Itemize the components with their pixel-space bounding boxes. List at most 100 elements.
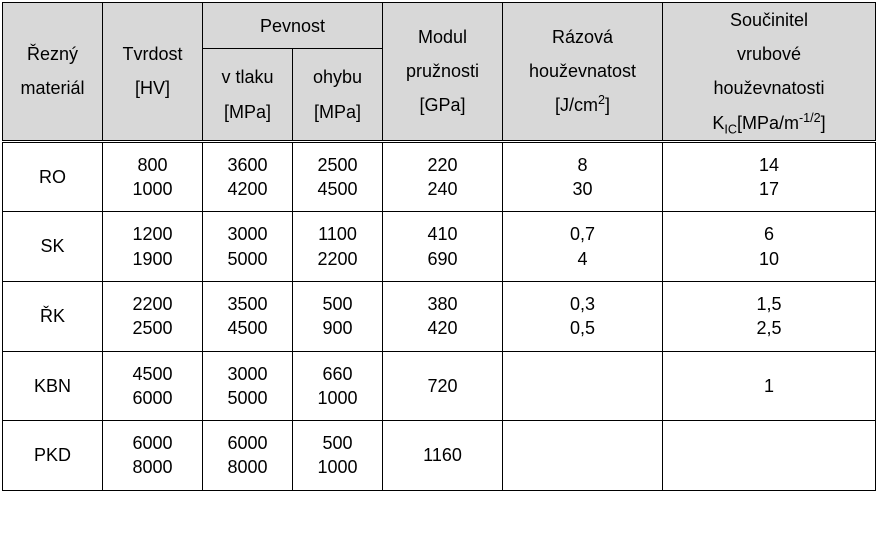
cell-modul-val2: 240	[427, 179, 457, 199]
cell-pevnost-tlak: 3000 5000	[203, 212, 293, 282]
header-souc-unit-sup: -1/2	[799, 111, 821, 125]
cell-souc: 1	[663, 351, 876, 421]
cell-pevnost-tlak-val1: 3000	[227, 364, 267, 384]
header-hardness: Tvrdost [HV]	[103, 3, 203, 142]
cell-material: RO	[3, 141, 103, 212]
cell-pevnost-ohyb: 500 1000	[293, 421, 383, 491]
cell-hardness-val1: 800	[137, 155, 167, 175]
cell-raz-val2: 0,5	[570, 318, 595, 338]
header-hardness-text: Tvrdost [HV]	[122, 44, 182, 98]
cell-pevnost-tlak-val1: 3600	[227, 155, 267, 175]
header-pevnost-ohyb-text: ohybu [MPa]	[313, 67, 362, 121]
cell-hardness: 6000 8000	[103, 421, 203, 491]
cell-pevnost-tlak-val2: 8000	[227, 457, 267, 477]
cell-hardness: 1200 1900	[103, 212, 203, 282]
header-souc-ic: IC	[724, 122, 737, 136]
cell-hardness-val1: 4500	[132, 364, 172, 384]
cell-hardness: 45006000	[103, 351, 203, 421]
cell-souc-val2: 2,5	[757, 318, 782, 338]
cell-pevnost-ohyb-val1: 500	[322, 433, 352, 453]
cell-pevnost-ohyb-val1: 1100	[318, 224, 357, 244]
cell-souc-val2: 17	[759, 179, 779, 199]
table-row: RO800100036004200250045002202408301417	[3, 141, 876, 212]
header-souc-line1: Součinitel	[730, 10, 808, 30]
cell-raz	[503, 351, 663, 421]
cell-souc: 610	[663, 212, 876, 282]
cell-pevnost-ohyb-val2: 1000	[317, 457, 357, 477]
cell-souc-val2: 10	[759, 249, 779, 269]
cell-raz: 0,30,5	[503, 281, 663, 351]
cell-pevnost-ohyb: 11002200	[293, 212, 383, 282]
cell-pevnost-tlak: 6000 8000	[203, 421, 293, 491]
cell-pevnost-ohyb-val2: 1000	[317, 388, 357, 408]
cell-souc: 1417	[663, 141, 876, 212]
cell-pevnost-tlak-val2: 5000	[227, 249, 267, 269]
cell-raz: 830	[503, 141, 663, 212]
cell-hardness-val1: 2200	[132, 294, 172, 314]
cell-material: PKD	[3, 421, 103, 491]
cell-hardness-val2: 8000	[132, 457, 172, 477]
cell-pevnost-ohyb-val1: 660	[322, 364, 352, 384]
cell-raz-val1: 8	[578, 155, 588, 175]
header-raz-unit-sup: 2	[598, 93, 605, 107]
cell-hardness: 2200 2500	[103, 281, 203, 351]
header-souc-k: K	[712, 113, 724, 133]
cell-raz-val1: 0,7	[570, 224, 595, 244]
cell-hardness-val2: 1000	[132, 179, 172, 199]
cell-souc	[663, 421, 876, 491]
cell-pevnost-tlak-val1: 6000	[227, 433, 267, 453]
header-pevnost-text: Pevnost	[260, 16, 325, 36]
cell-modul-val2: 420	[427, 318, 457, 338]
cell-raz: 0,74	[503, 212, 663, 282]
cell-pevnost-tlak: 36004200	[203, 141, 293, 212]
header-pevnost: Pevnost	[203, 3, 383, 49]
cell-raz-val2: 4	[578, 249, 588, 269]
cell-pevnost-tlak-val2: 5000	[227, 388, 267, 408]
cell-modul-val2: 690	[427, 249, 457, 269]
header-souc-unit-pre: [MPa/m	[737, 113, 799, 133]
header-pevnost-tlak: v tlaku [MPa]	[203, 49, 293, 142]
cell-hardness-val1: 1200	[132, 224, 172, 244]
cell-modul: 220240	[383, 141, 503, 212]
cell-hardness-val2: 2500	[132, 318, 172, 338]
cell-modul: 1160	[383, 421, 503, 491]
header-raz: Rázová houževnatost [J/cm2]	[503, 3, 663, 142]
cell-modul: 410690	[383, 212, 503, 282]
header-souc-line3: houževnatosti	[713, 78, 824, 98]
cell-pevnost-ohyb-val1: 500	[322, 294, 352, 314]
header-souc-line2: vrubové	[737, 44, 801, 64]
cell-pevnost-tlak: 3500 4500	[203, 281, 293, 351]
header-raz-line1: Rázová	[552, 27, 613, 47]
cell-souc-val1: 1,5	[757, 294, 782, 314]
cell-modul-val1: 410	[427, 224, 457, 244]
table-row: SK1200190030005000110022004106900,74610	[3, 212, 876, 282]
table-row: ŘK22002500350045005009003804200,30,51,52…	[3, 281, 876, 351]
cell-pevnost-tlak-val1: 3000	[227, 224, 267, 244]
cell-modul: 720	[383, 351, 503, 421]
cell-pevnost-ohyb: 500900	[293, 281, 383, 351]
cell-raz-val1: 0,3	[570, 294, 595, 314]
header-modul: Modul pružnosti [GPa]	[383, 3, 503, 142]
cell-souc: 1,52,5	[663, 281, 876, 351]
header-souc: Součinitel vrubové houževnatosti KIC[MPa…	[663, 3, 876, 142]
header-material: Řezný materiál	[3, 3, 103, 142]
header-material-text: Řezný materiál	[20, 44, 84, 98]
cell-modul-val1: 380	[427, 294, 457, 314]
cell-pevnost-tlak: 3000 5000	[203, 351, 293, 421]
cell-pevnost-ohyb: 2500 4500	[293, 141, 383, 212]
header-souc-unit-post: ]	[821, 113, 826, 133]
cell-souc-val1: 6	[764, 224, 774, 244]
cell-pevnost-tlak-val2: 4500	[227, 318, 267, 338]
cell-pevnost-ohyb: 660 1000	[293, 351, 383, 421]
table-row: PKD 6000 8000 6000 8000 500 1000 1160	[3, 421, 876, 491]
cell-pevnost-ohyb-val2: 900	[322, 318, 352, 338]
cell-pevnost-ohyb-val2: 4500	[317, 179, 357, 199]
cell-pevnost-ohyb-val1: 2500	[317, 155, 357, 175]
cell-material: SK	[3, 212, 103, 282]
header-raz-line2: houževnatost	[529, 61, 636, 81]
cell-pevnost-tlak-val1: 3500	[227, 294, 267, 314]
cell-modul-val1: 220	[427, 155, 457, 175]
materials-table: Řezný materiál Tvrdost [HV] Pevnost Modu…	[2, 2, 876, 491]
cell-hardness-val1: 6000	[132, 433, 172, 453]
cell-hardness-val2: 1900	[132, 249, 172, 269]
